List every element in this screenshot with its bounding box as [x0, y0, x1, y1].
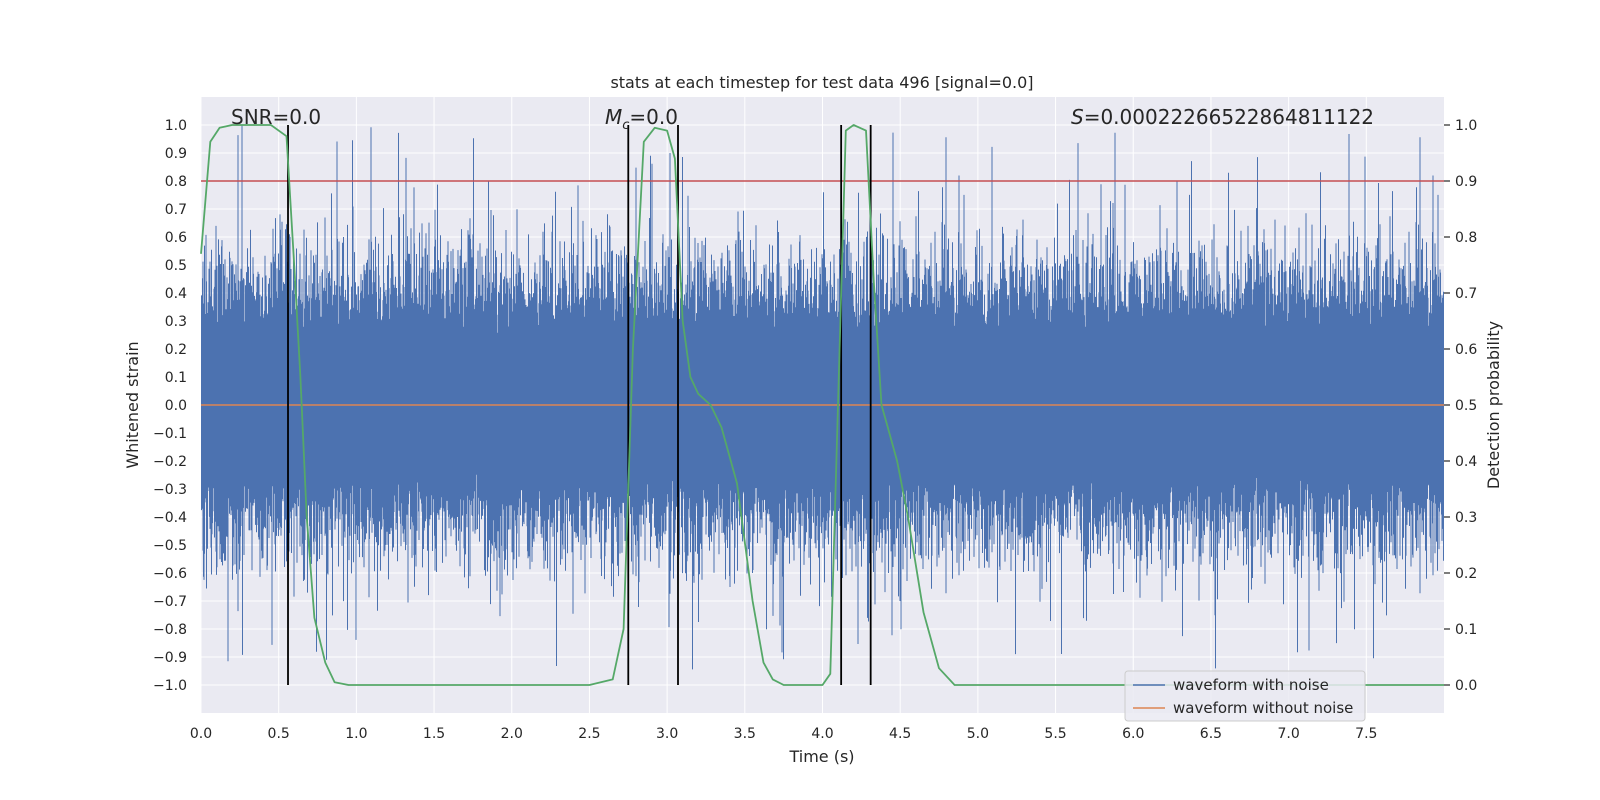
y-tick-label: −0.1 — [153, 426, 187, 442]
x-tick-label: 7.0 — [1277, 726, 1299, 742]
y2-tick-label: 0.1 — [1455, 622, 1477, 638]
y-tick-label: −0.9 — [153, 650, 187, 666]
legend: waveform with noise waveform without noi… — [1124, 670, 1366, 722]
x-tick-label: 5.0 — [967, 726, 989, 742]
legend-label-noise: waveform with noise — [1173, 676, 1329, 694]
y2-tick-label: 0.5 — [1455, 398, 1477, 414]
y2-tick-label: 0.8 — [1455, 230, 1477, 246]
y2-tick-label: 0.4 — [1455, 454, 1477, 470]
snr-annotation: SNR=0.0 — [231, 105, 321, 129]
x-axis: 0.0 0.5 1.0 1.5 2.0 2.5 3.0 3.5 4.0 4.5 5.0 5.5 6.0 6… — [190, 726, 1378, 742]
y2-tick-label: 1.0 — [1455, 118, 1477, 134]
y-tick-label: −0.8 — [153, 622, 187, 638]
y-axis-left: 1.0 0.9 0.8 0.7 0.6 0.5 0.4 0.3 0.2 0.1 0.0 −0.1 −0.… — [153, 118, 187, 694]
x-tick-label: 2.5 — [578, 726, 600, 742]
y-tick-label: 0.1 — [165, 370, 187, 386]
x-tick-label: 3.5 — [734, 726, 756, 742]
score-annotation: S=0.00022266522864811122 — [1071, 105, 1374, 129]
y-tick-label: −0.6 — [153, 566, 187, 582]
x-tick-label: 1.0 — [345, 726, 367, 742]
x-tick-label: 6.5 — [1200, 726, 1222, 742]
y2-tick-label: 0.6 — [1455, 342, 1477, 358]
x-tick-label: 0.0 — [190, 726, 212, 742]
y2-tick-label: 0.3 — [1455, 510, 1477, 526]
y-tick-label: −0.2 — [153, 454, 187, 470]
legend-label-clean: waveform without noise — [1173, 699, 1353, 717]
y-tick-label: 0.2 — [165, 342, 187, 358]
y-tick-label: 0.9 — [165, 146, 187, 162]
chirp-mass-annotation: Mc=0.0 — [605, 105, 678, 133]
x-tick-label: 2.0 — [501, 726, 523, 742]
y-tick-label: 0.6 — [165, 230, 187, 246]
x-tick-label: 7.5 — [1355, 726, 1377, 742]
chart-title: stats at each timestep for test data 496… — [610, 73, 1033, 92]
legend-box — [1124, 670, 1366, 722]
y2-tick-label: 0.2 — [1455, 566, 1477, 582]
y-axis-right: 1.0 0.9 0.8 0.7 0.6 0.5 0.4 0.3 0.2 0.1 0.0 — [1444, 118, 1477, 694]
y2-axis-label: Detection probability — [1484, 321, 1503, 489]
x-tick-label: 1.5 — [423, 726, 445, 742]
y-tick-label: −0.4 — [153, 510, 187, 526]
y-tick-label: −0.5 — [153, 538, 187, 554]
y-tick-label: 0.5 — [165, 258, 187, 274]
series-waveform-with-noise — [201, 125, 1444, 670]
y-tick-label: −0.7 — [153, 594, 187, 610]
noise-trace — [201, 125, 1444, 670]
y-tick-label: 1.0 — [165, 118, 187, 134]
series-detection-probability — [200, 124, 1444, 686]
x-tick-label: 3.0 — [656, 726, 678, 742]
y-axis-label: Whitened strain — [123, 341, 142, 468]
y-tick-label: 0.4 — [165, 286, 187, 302]
x-tick-label: 5.5 — [1044, 726, 1066, 742]
y2-tick-label: 0.9 — [1455, 174, 1477, 190]
y-tick-label: −1.0 — [153, 678, 187, 694]
y-tick-label: 0.0 — [165, 398, 187, 414]
x-tick-label: 4.5 — [889, 726, 911, 742]
y-tick-label: 0.8 — [165, 174, 187, 190]
x-axis-label: Time (s) — [788, 747, 854, 766]
y-tick-label: 0.7 — [165, 202, 187, 218]
y2-tick-label: 0.0 — [1455, 678, 1477, 694]
y-tick-label: −0.3 — [153, 482, 187, 498]
x-tick-label: 0.5 — [268, 726, 290, 742]
x-tick-label: 6.0 — [1122, 726, 1144, 742]
y2-tick-label: 0.7 — [1455, 286, 1477, 302]
y-tick-label: 0.3 — [165, 314, 187, 330]
x-tick-label: 4.0 — [811, 726, 833, 742]
